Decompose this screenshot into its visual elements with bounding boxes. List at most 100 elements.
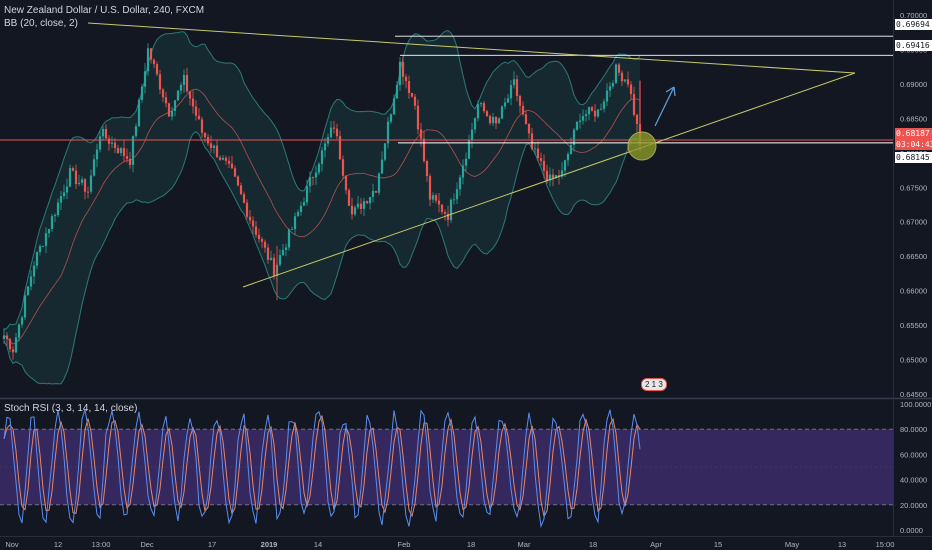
- candles: [2, 43, 642, 360]
- price-axis-tick: 0.70000: [900, 11, 927, 20]
- candle-body: [50, 216, 54, 230]
- candle-body: [605, 90, 609, 102]
- candle-body: [221, 157, 225, 160]
- candle-body: [80, 179, 84, 183]
- candle-body: [17, 324, 21, 338]
- candle-body: [305, 186, 309, 203]
- candle-body: [437, 200, 441, 205]
- candle-body: [281, 249, 285, 256]
- candle-body: [380, 159, 384, 174]
- candle-body: [224, 157, 228, 161]
- time-axis-tick: Feb: [398, 540, 411, 549]
- candle-body: [8, 339, 12, 350]
- candle-body: [539, 158, 543, 161]
- candle-body: [377, 173, 381, 193]
- candle-body: [83, 179, 87, 192]
- candle-body: [41, 245, 45, 247]
- candle-body: [503, 102, 507, 107]
- candle-body: [356, 203, 360, 208]
- bollinger-upper: [3, 30, 641, 331]
- candle-body: [170, 110, 174, 117]
- candle-body: [524, 114, 528, 125]
- stoch-axis-tick: 80.0000: [900, 425, 927, 434]
- candle-body: [329, 127, 333, 138]
- candle-body: [116, 148, 120, 154]
- candle-body: [368, 196, 372, 204]
- candle-body: [260, 238, 264, 242]
- candle-body: [20, 317, 24, 325]
- candle-body: [269, 257, 273, 260]
- stoch-rsi-label[interactable]: Stoch RSI (3, 3, 14, 14, close): [4, 403, 138, 414]
- stoch-k-line: [3, 409, 641, 529]
- candle-body: [293, 216, 297, 230]
- candle-body: [134, 126, 138, 137]
- candle-body: [32, 265, 36, 277]
- candle-body: [128, 158, 132, 165]
- projection-arrowhead: [665, 86, 676, 97]
- candle-body: [473, 118, 477, 130]
- candle-body: [200, 119, 204, 133]
- time-axis-tick: 12: [54, 540, 62, 549]
- candle-body: [122, 148, 126, 157]
- candle-body: [158, 74, 162, 90]
- candle-body: [143, 71, 147, 87]
- candle-body: [101, 128, 105, 137]
- candle-body: [215, 145, 219, 158]
- projection-arrow: [654, 86, 675, 127]
- candle-body: [254, 226, 258, 235]
- candle-body: [602, 101, 606, 109]
- economic-events-badge[interactable]: 2 1 3: [641, 378, 667, 391]
- candle-body: [347, 190, 351, 206]
- candle-body: [278, 255, 282, 265]
- time-axis-tick: 14: [314, 540, 322, 549]
- candle-body: [578, 120, 582, 122]
- candle-body: [53, 215, 57, 217]
- candle-body: [371, 190, 375, 197]
- candle-body: [593, 110, 597, 117]
- time-axis-tick: 13: [838, 540, 846, 549]
- candle-body: [125, 156, 129, 159]
- candle-body: [107, 138, 111, 144]
- price-axis-tick: 0.67500: [900, 183, 927, 192]
- candle-body: [146, 48, 150, 72]
- price-tag-resistance-top: 0.69694: [895, 19, 932, 30]
- candle-body: [59, 196, 63, 203]
- candle-body: [203, 132, 207, 138]
- candle-body: [611, 83, 615, 87]
- candle-body: [596, 109, 600, 117]
- candle-body: [620, 72, 624, 82]
- candle-body: [95, 149, 99, 160]
- candle-body: [425, 161, 429, 177]
- candle-body: [14, 337, 18, 353]
- triangle-upper-trendline: [87, 22, 856, 74]
- candle-body: [110, 142, 114, 144]
- candle-body: [464, 158, 468, 166]
- candle-body: [608, 86, 612, 91]
- candle-body: [44, 233, 48, 246]
- candle-body: [290, 229, 294, 230]
- candle-body: [185, 74, 189, 92]
- candle-body: [572, 129, 576, 145]
- candle-body: [395, 85, 399, 99]
- candle-body: [149, 48, 153, 60]
- candle-body: [482, 103, 486, 112]
- candle-body: [86, 191, 90, 193]
- time-axis-tick: 18: [589, 540, 597, 549]
- candle-body: [458, 177, 462, 190]
- candle-body: [341, 159, 345, 176]
- candle-body: [98, 136, 102, 150]
- candle-body: [71, 168, 75, 171]
- candle-body: [302, 202, 306, 206]
- candle-body: [383, 143, 387, 160]
- candle-body: [89, 175, 93, 192]
- candle-body: [512, 79, 516, 86]
- time-axis-tick: 18: [467, 540, 475, 549]
- candle-body: [533, 148, 537, 150]
- candle-body: [413, 96, 417, 106]
- candle-body: [23, 295, 27, 318]
- bb-indicator-label[interactable]: BB (20, close, 2): [4, 18, 78, 29]
- candle-body: [56, 202, 60, 216]
- candle-body: [590, 107, 594, 111]
- candle-body: [308, 177, 312, 187]
